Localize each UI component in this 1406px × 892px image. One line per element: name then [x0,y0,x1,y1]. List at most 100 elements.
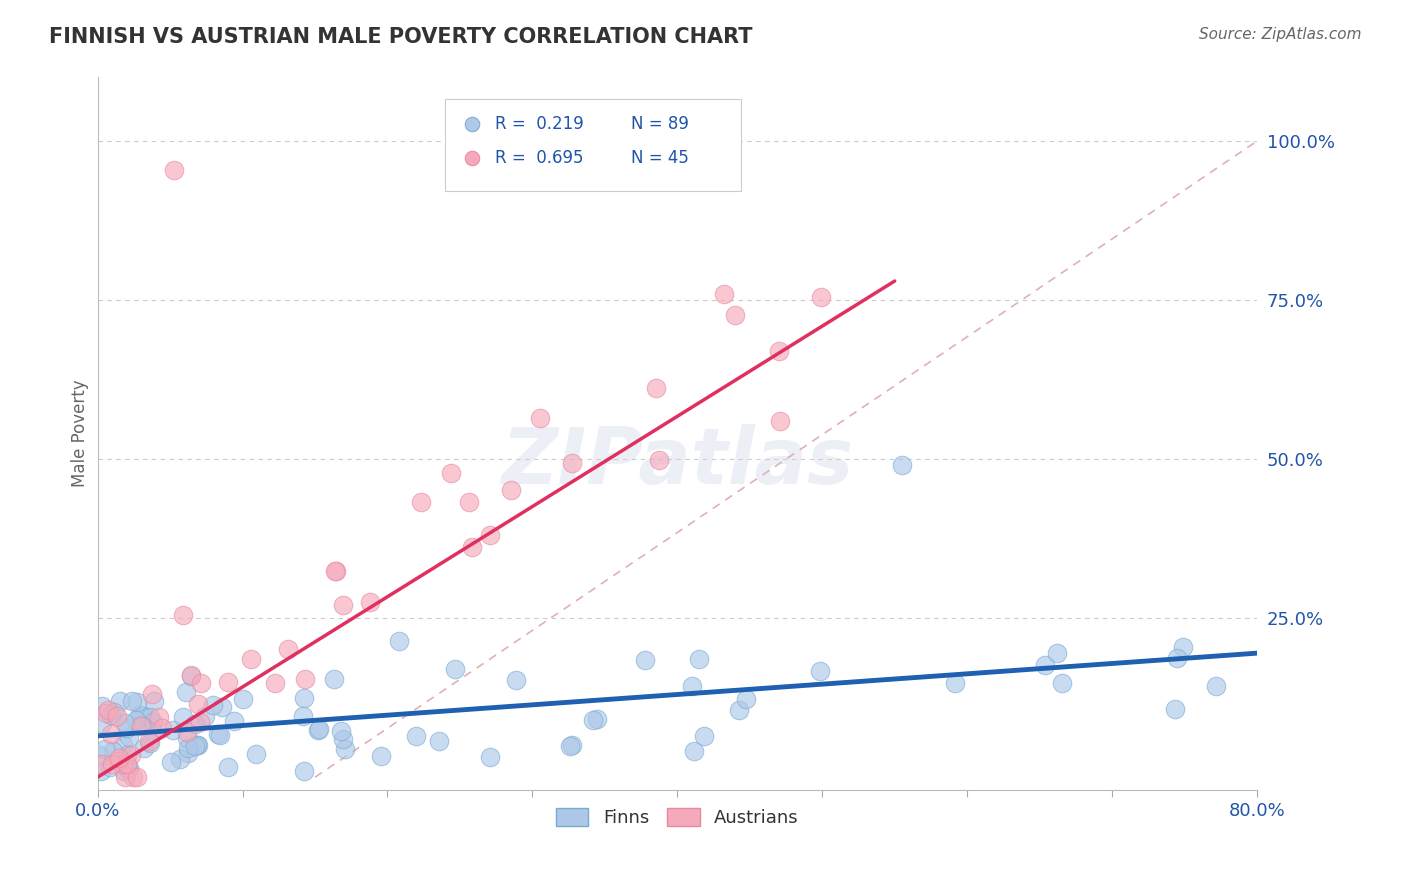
Point [169,752,191,766]
Point [98,760,121,774]
Point [688,652,710,666]
Point [125,713,148,727]
Point [190,676,212,690]
Text: Source: ZipAtlas.com: Source: ZipAtlas.com [1198,27,1361,42]
Point [943,676,966,690]
Point [560,739,582,753]
Point [184,717,207,731]
Point [97,703,120,717]
Point [693,729,716,743]
Text: FINNISH VS AUSTRIAN MALE POVERTY CORRELATION CHART: FINNISH VS AUSTRIAN MALE POVERTY CORRELA… [49,27,752,46]
Text: R =  0.219: R = 0.219 [495,115,583,133]
Point [115,757,138,772]
Point [561,738,583,752]
Point [160,755,183,769]
Point [100,708,122,723]
FancyBboxPatch shape [446,99,741,192]
Y-axis label: Male Poverty: Male Poverty [72,380,89,488]
Point [359,595,381,609]
Point [141,723,163,738]
Point [713,287,735,301]
Point [1164,702,1187,716]
Point [121,694,143,708]
Point [683,744,706,758]
Point [128,708,150,723]
Point [120,748,142,763]
Point [111,738,134,752]
Point [633,653,655,667]
Point [529,411,551,425]
Point [323,564,346,578]
Point [114,716,136,731]
Point [294,672,316,686]
Point [201,698,224,712]
Point [443,662,465,676]
Point [478,528,501,542]
Point [90,757,112,772]
Point [1050,676,1073,690]
Point [194,708,217,723]
Point [115,722,138,736]
Text: N = 89: N = 89 [631,115,689,133]
Point [207,727,229,741]
Text: R =  0.695: R = 0.695 [495,149,583,167]
Point [162,723,184,738]
Point [139,709,162,723]
Point [479,749,502,764]
Point [645,381,668,395]
Point [141,687,163,701]
Point [188,714,211,729]
Point [187,738,209,752]
Point [440,467,463,481]
Point [108,694,131,708]
Point [307,723,329,737]
Point [457,495,479,509]
Point [148,710,170,724]
Point [150,721,173,735]
Point [100,727,122,741]
Point [405,729,427,743]
Point [810,290,832,304]
Point [172,608,194,623]
Point [1173,640,1195,654]
Point [460,540,482,554]
Point [240,652,263,666]
Point [325,565,347,579]
Point [648,453,671,467]
Point [90,715,112,730]
Point [103,705,125,719]
Point [768,343,790,358]
Point [411,495,433,509]
Point [132,709,155,723]
Point [554,206,576,220]
Point [891,458,914,473]
Point [211,700,233,714]
Point [208,728,231,742]
Point [186,739,208,753]
Point [245,747,267,761]
Point [184,739,207,754]
Point [769,414,792,428]
Point [87,747,110,762]
Point [501,483,523,497]
Point [734,691,756,706]
Point [112,757,135,772]
Point [101,744,124,758]
Point [176,731,198,746]
Point [117,762,139,776]
Point [122,770,145,784]
Point [125,770,148,784]
Legend: Finns, Austrians: Finns, Austrians [548,801,806,834]
Point [554,175,576,189]
Point [291,708,314,723]
Point [177,746,200,760]
Point [224,714,246,728]
Text: N = 45: N = 45 [631,149,689,167]
Point [174,685,197,699]
Point [388,634,411,648]
Point [263,676,285,690]
Point [105,708,128,723]
Point [277,641,299,656]
Point [94,741,117,756]
Point [681,679,703,693]
